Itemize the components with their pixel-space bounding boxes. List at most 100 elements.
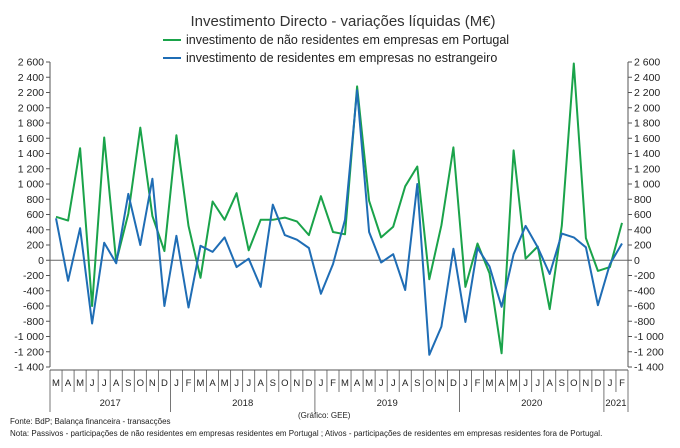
chart-title: Investimento Directo - variações líquida… xyxy=(190,13,495,30)
left-y-tick-label: 2 200 xyxy=(18,87,44,99)
left-y-tick-label: 800 xyxy=(26,194,44,206)
month-label: F xyxy=(186,378,192,389)
right-y-tick-label: 0 xyxy=(634,255,640,267)
month-label: M xyxy=(197,378,205,389)
month-label: J xyxy=(463,378,468,389)
month-label: M xyxy=(76,378,84,389)
month-label: J xyxy=(174,378,179,389)
right-y-tick-label: 600 xyxy=(634,209,652,221)
left-y-tick-label: 2 600 xyxy=(18,57,44,69)
right-y-tick-label: 2 000 xyxy=(634,102,660,114)
left-y-tick-label: 1 200 xyxy=(18,163,44,175)
month-label: J xyxy=(391,378,396,389)
month-label: A xyxy=(209,378,216,389)
month-label: J xyxy=(102,378,107,389)
series-line-residents xyxy=(55,89,623,356)
year-label: 2019 xyxy=(377,398,398,409)
right-y-tick-label: 1 400 xyxy=(634,148,660,160)
footnote: Nota: Passivos - participações de não re… xyxy=(10,429,602,438)
month-label: D xyxy=(594,378,601,389)
left-y-tick-label: -400 xyxy=(23,285,44,297)
month-label: S xyxy=(414,378,420,389)
left-y-tick-label: 1 000 xyxy=(18,179,44,191)
month-label: M xyxy=(221,378,229,389)
month-label: J xyxy=(90,378,95,389)
left-y-tick-label: 600 xyxy=(26,209,44,221)
right-y-tick-label: 2 600 xyxy=(634,57,660,69)
month-label: O xyxy=(570,378,577,389)
month-label: N xyxy=(582,378,589,389)
month-label: S xyxy=(125,378,131,389)
month-label: D xyxy=(161,378,168,389)
right-y-axis: 2 600 2 400 2 200 2 000 1 800 1 600 1 400 1 200… xyxy=(627,57,664,374)
month-label: F xyxy=(619,378,625,389)
plot-area xyxy=(50,62,628,356)
month-label: D xyxy=(450,378,457,389)
left-y-tick-label: -1 000 xyxy=(14,331,44,343)
year-label: 2020 xyxy=(521,398,542,409)
left-y-tick-label: -1 400 xyxy=(14,362,44,374)
month-label: A xyxy=(258,378,265,389)
month-label: J xyxy=(608,378,613,389)
right-y-tick-label: 800 xyxy=(634,194,652,206)
left-y-tick-label: 200 xyxy=(26,240,44,252)
month-label: F xyxy=(475,378,481,389)
left-y-tick-label: 400 xyxy=(26,224,44,236)
month-label: J xyxy=(535,378,540,389)
left-y-axis: 2 600 2 400 2 200 2 000 1 800 1 600 1 400 1 200… xyxy=(14,57,51,374)
right-y-tick-label: -1 000 xyxy=(634,331,664,343)
month-label: A xyxy=(547,378,554,389)
month-label: O xyxy=(137,378,144,389)
month-label: D xyxy=(305,378,312,389)
month-label: A xyxy=(65,378,72,389)
right-y-tick-label: -200 xyxy=(634,270,655,282)
month-label: A xyxy=(113,378,120,389)
left-y-tick-label: -1 200 xyxy=(14,346,44,358)
right-y-tick-label: 2 400 xyxy=(634,72,660,84)
right-y-tick-label: 200 xyxy=(634,240,652,252)
legend-label-residents: investimento de residentes em empresas n… xyxy=(186,51,497,65)
left-y-tick-label: 2 400 xyxy=(18,72,44,84)
month-label: M xyxy=(365,378,373,389)
month-label: J xyxy=(379,378,384,389)
right-y-tick-label: 1 200 xyxy=(634,163,660,175)
month-label: O xyxy=(281,378,288,389)
left-y-tick-label: 1 400 xyxy=(18,148,44,160)
series-line-nonresidents xyxy=(55,62,623,355)
year-label: 2017 xyxy=(100,398,121,409)
right-y-tick-label: -600 xyxy=(634,301,655,313)
month-label: J xyxy=(246,378,251,389)
right-y-tick-label: 400 xyxy=(634,224,652,236)
month-label: F xyxy=(330,378,336,389)
right-y-tick-label: -800 xyxy=(634,316,655,328)
month-label: A xyxy=(354,378,361,389)
source-note: Fonte: BdP; Balança financeira - transac… xyxy=(10,417,171,426)
left-y-tick-label: -200 xyxy=(23,270,44,282)
left-y-tick-label: 2 000 xyxy=(18,102,44,114)
legend: investimento de não residentes em empres… xyxy=(163,33,509,65)
chart-credit: (Gráfico: GEE) xyxy=(298,411,351,420)
month-label: J xyxy=(234,378,239,389)
month-label: J xyxy=(523,378,528,389)
right-y-tick-label: -400 xyxy=(634,285,655,297)
right-y-tick-label: 1 000 xyxy=(634,179,660,191)
month-label: M xyxy=(486,378,494,389)
month-label: J xyxy=(319,378,324,389)
month-label: N xyxy=(438,378,445,389)
right-y-tick-label: -1 200 xyxy=(634,346,664,358)
left-y-tick-label: 1 800 xyxy=(18,118,44,130)
month-label: N xyxy=(149,378,156,389)
month-label: N xyxy=(293,378,300,389)
month-label: A xyxy=(498,378,505,389)
left-y-tick-label: 0 xyxy=(38,255,44,267)
year-label: 2021 xyxy=(605,398,626,409)
month-label: M xyxy=(510,378,518,389)
left-y-tick-label: -600 xyxy=(23,301,44,313)
right-y-tick-label: 1 800 xyxy=(634,118,660,130)
month-label: M xyxy=(52,378,60,389)
legend-label-nonresidents: investimento de não residentes em empres… xyxy=(186,33,509,47)
year-label: 2018 xyxy=(232,398,253,409)
month-label: O xyxy=(426,378,433,389)
